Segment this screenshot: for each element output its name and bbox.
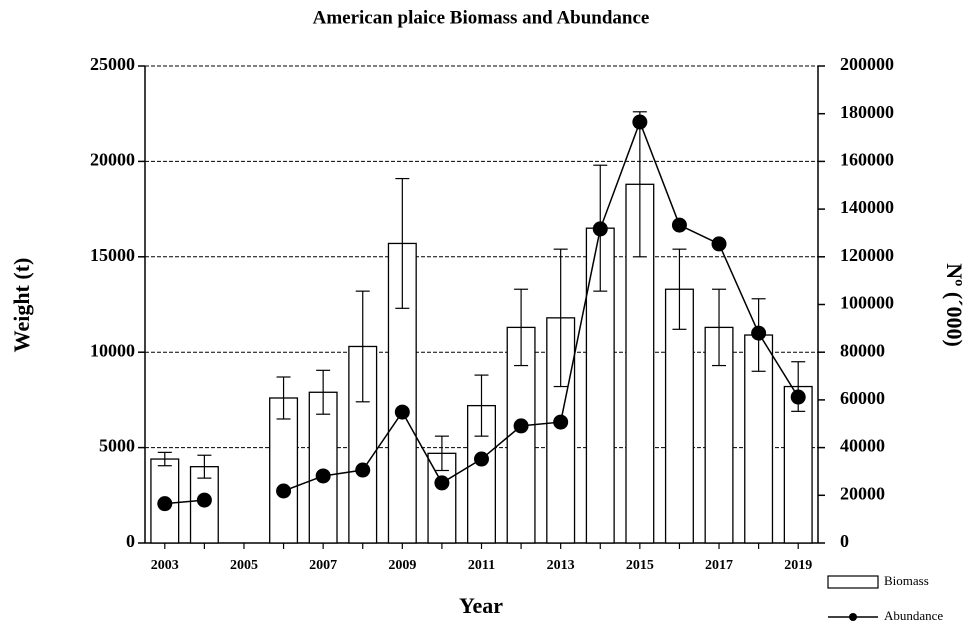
point: [671, 217, 687, 233]
y-tick-label: 25000: [90, 54, 135, 74]
y2-tick-label: 0: [840, 531, 849, 551]
y2-tick-label: 60000: [840, 388, 885, 408]
y-axis-label: Weight (t): [9, 258, 34, 353]
point: [632, 114, 648, 130]
point: [157, 496, 173, 512]
x-tick-label: 2015: [626, 558, 654, 573]
point: [394, 404, 410, 420]
x-tick-label: 2005: [230, 558, 258, 573]
point: [276, 483, 292, 499]
point: [355, 462, 371, 478]
y-tick-label: 10000: [90, 340, 135, 360]
point: [474, 451, 489, 467]
y-tick-label: 5000: [99, 436, 135, 456]
point: [592, 221, 608, 237]
x-axis-label: Year: [459, 593, 503, 618]
point: [434, 475, 450, 491]
y2-tick-label: 80000: [840, 340, 885, 360]
y2-tick-label: 20000: [840, 483, 885, 503]
point: [553, 414, 569, 430]
y2-tick-label: 140000: [840, 197, 894, 217]
chart-title: American plaice Biomass and Abundance: [313, 7, 650, 28]
y-tick-label: 0: [126, 531, 135, 551]
x-tick-label: 2013: [547, 558, 575, 573]
point: [196, 492, 212, 508]
bar: [783, 385, 813, 544]
point: [513, 418, 529, 434]
point: [711, 236, 727, 252]
y-tick-label: 20000: [90, 150, 135, 170]
legend-label: Biomass: [884, 573, 929, 588]
legend-label: Abundance: [884, 608, 943, 623]
y2-axis-label: Nº (´000): [942, 263, 967, 347]
point: [751, 325, 767, 341]
x-tick-label: 2009: [388, 558, 416, 573]
x-tick-label: 2019: [784, 558, 812, 573]
y2-tick-label: 100000: [840, 293, 894, 313]
y2-tick-label: 120000: [840, 245, 894, 265]
legend-swatch: [827, 575, 879, 589]
point: [790, 389, 806, 405]
x-tick-label: 2011: [468, 558, 495, 573]
x-tick-label: 2003: [151, 558, 179, 573]
x-tick-label: 2017: [705, 558, 733, 573]
point: [315, 468, 331, 484]
bar: [308, 391, 338, 544]
bar: [269, 397, 299, 544]
legend-swatch: [849, 613, 857, 621]
x-tick-label: 2007: [309, 558, 337, 573]
y2-tick-label: 160000: [840, 150, 894, 170]
y2-tick-label: 200000: [840, 54, 894, 74]
y2-tick-label: 40000: [840, 436, 885, 456]
y-tick-label: 15000: [90, 245, 135, 265]
y2-tick-label: 180000: [840, 102, 894, 122]
